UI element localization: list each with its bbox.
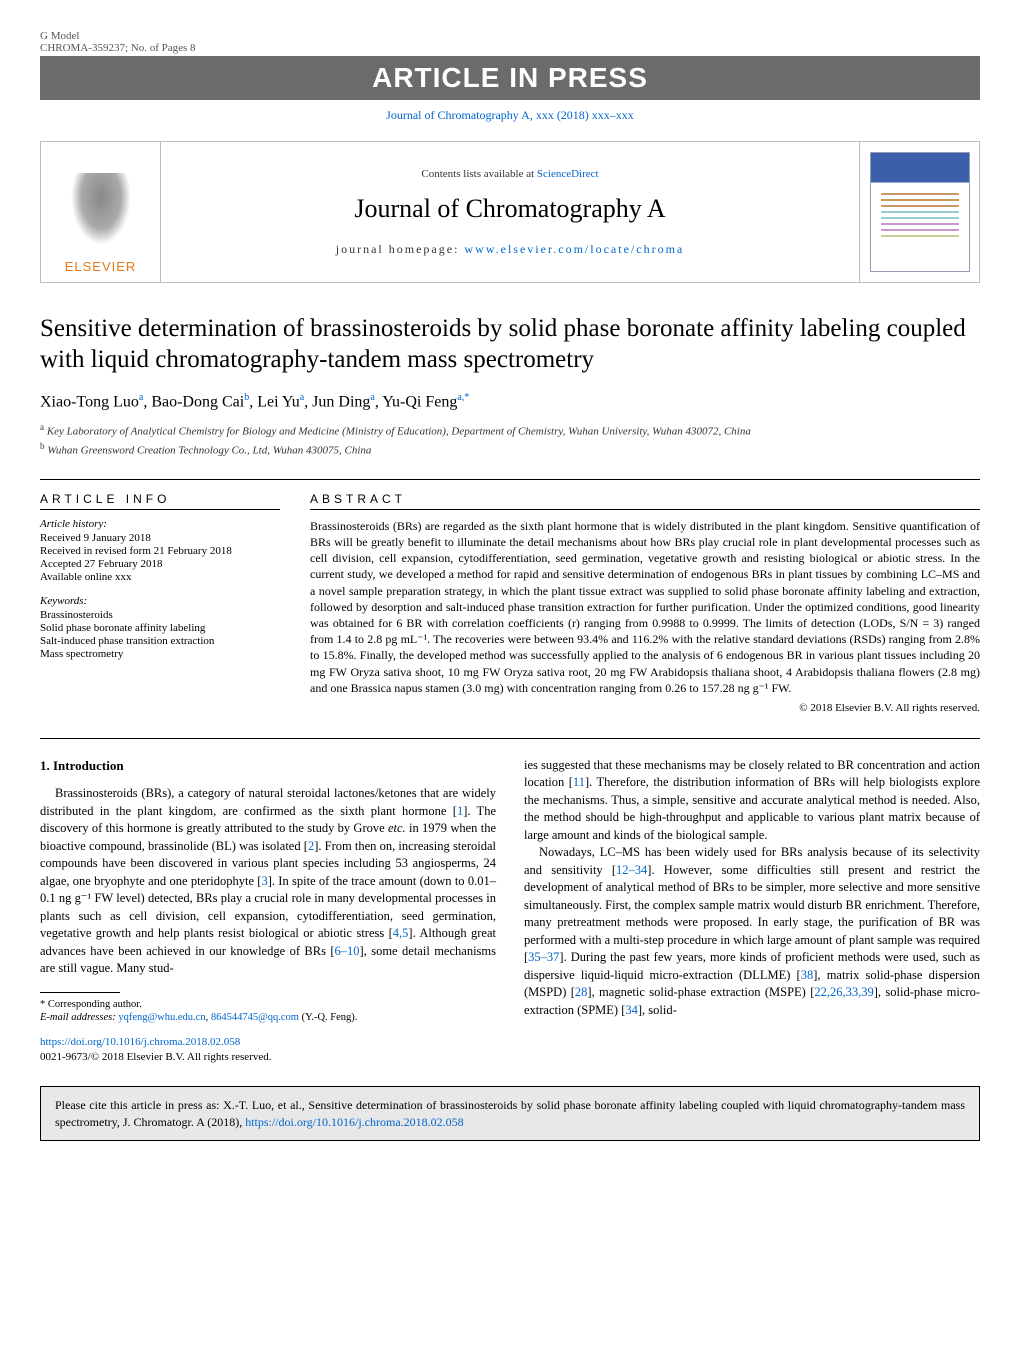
ref-link[interactable]: 34 (625, 1003, 638, 1017)
affil-b: Wuhan Greensword Creation Technology Co.… (47, 445, 371, 457)
ref-link[interactable]: 11 (573, 775, 585, 789)
article-title: Sensitive determination of brassinostero… (40, 313, 980, 376)
doi-block: https://doi.org/10.1016/j.chroma.2018.02… (40, 1035, 496, 1066)
section-1-title: 1. Introduction (40, 757, 496, 775)
ref-link[interactable]: 1 (457, 804, 463, 818)
journal-issue-link: Journal of Chromatography A, xxx (2018) … (40, 108, 980, 123)
history-label: Article history: (40, 518, 280, 530)
gmodel-label: G Model (40, 30, 196, 42)
journal-masthead-center: Contents lists available at ScienceDirec… (161, 158, 859, 267)
footnote-separator (40, 992, 120, 993)
ref-link[interactable]: 38 (801, 968, 814, 982)
intro-para-cont: ies suggested that these mechanisms may … (524, 757, 980, 845)
info-abstract-row: ARTICLE INFO Article history: Received 9… (40, 479, 980, 714)
corr-sup: * (464, 392, 469, 403)
ref-link[interactable]: 12–34 (616, 863, 647, 877)
citation-box: Please cite this article in press as: X.… (40, 1086, 980, 1142)
authors: Xiao-Tong Luoa, Bao-Dong Caib, Lei Yua, … (40, 392, 980, 411)
ref-link[interactable]: 3 (261, 874, 267, 888)
homepage-link[interactable]: www.elsevier.com/locate/chroma (464, 242, 684, 256)
intro-para-2: Nowadays, LC–MS has been widely used for… (524, 844, 980, 1019)
elsevier-logo-box: ELSEVIER (41, 142, 161, 282)
keyword: Salt-induced phase transition extraction (40, 635, 280, 647)
email-link[interactable]: yqfeng@whu.edu.cn (118, 1012, 205, 1023)
contents-available: Contents lists available at ScienceDirec… (181, 168, 839, 180)
journal-title: Journal of Chromatography A (181, 194, 839, 224)
citation-doi-link[interactable]: https://doi.org/10.1016/j.chroma.2018.02… (245, 1115, 463, 1129)
sciencedirect-link[interactable]: ScienceDirect (537, 168, 599, 180)
article-info: ARTICLE INFO Article history: Received 9… (40, 492, 280, 714)
article-info-head: ARTICLE INFO (40, 492, 280, 510)
abstract-head: ABSTRACT (310, 492, 980, 510)
affil-sup: a (370, 392, 374, 403)
ref-link[interactable]: 4,5 (393, 926, 409, 940)
history-online: Available online xxx (40, 571, 280, 583)
history-received: Received 9 January 2018 (40, 532, 280, 544)
body-columns: 1. Introduction Brassinosteroids (BRs), … (40, 757, 980, 1066)
journal-cover-box (859, 142, 979, 282)
history-revised: Received in revised form 21 February 201… (40, 545, 280, 557)
divider (40, 738, 980, 739)
email-author: (Y.-Q. Feng). (299, 1012, 357, 1023)
affil-sup: a (300, 392, 304, 403)
column-left: 1. Introduction Brassinosteroids (BRs), … (40, 757, 496, 1066)
abstract-text: Brassinosteroids (BRs) are regarded as t… (310, 518, 980, 696)
ref-link[interactable]: 6–10 (335, 944, 360, 958)
history-accepted: Accepted 27 February 2018 (40, 558, 280, 570)
corr-label: * Corresponding author. (40, 998, 496, 1012)
intro-para-1: Brassinosteroids (BRs), a category of na… (40, 785, 496, 978)
affil-a: Key Laboratory of Analytical Chemistry f… (47, 425, 751, 437)
press-banner: ARTICLE IN PRESS (40, 56, 980, 100)
corr-emails: E-mail addresses: yqfeng@whu.edu.cn, 864… (40, 1011, 496, 1025)
keyword: Brassinosteroids (40, 609, 280, 621)
affiliations: a Key Laboratory of Analytical Chemistry… (40, 421, 980, 459)
ref-link[interactable]: 22,26,33,39 (814, 985, 873, 999)
journal-issue-link-anchor[interactable]: Journal of Chromatography A, xxx (2018) … (386, 108, 634, 122)
journal-masthead: ELSEVIER Contents lists available at Sci… (40, 141, 980, 283)
ref-link[interactable]: 28 (575, 985, 588, 999)
corresponding-footnote: * Corresponding author. E-mail addresses… (40, 998, 496, 1025)
keyword: Mass spectrometry (40, 648, 280, 660)
email-link[interactable]: 864544745@qq.com (211, 1012, 299, 1023)
abstract: ABSTRACT Brassinosteroids (BRs) are rega… (310, 492, 980, 714)
contents-label: Contents lists available at (421, 168, 536, 180)
email-label: E-mail addresses: (40, 1012, 118, 1023)
citation-text: Please cite this article in press as: X.… (55, 1098, 965, 1129)
keyword: Solid phase boronate affinity labeling (40, 622, 280, 634)
doi-link[interactable]: https://doi.org/10.1016/j.chroma.2018.02… (40, 1036, 240, 1048)
issn-copyright: 0021-9673/© 2018 Elsevier B.V. All right… (40, 1050, 496, 1065)
journal-cover-thumb (870, 152, 970, 272)
elsevier-tree-icon (66, 173, 136, 253)
elsevier-label: ELSEVIER (65, 259, 137, 274)
column-right: ies suggested that these mechanisms may … (524, 757, 980, 1066)
ref-link[interactable]: 35–37 (528, 950, 559, 964)
abstract-copyright: © 2018 Elsevier B.V. All rights reserved… (310, 702, 980, 714)
journal-homepage: journal homepage: www.elsevier.com/locat… (181, 242, 839, 257)
keywords-label: Keywords: (40, 595, 280, 607)
header-meta: G Model CHROMA-359237; No. of Pages 8 (40, 30, 980, 54)
ref-link[interactable]: 2 (308, 839, 314, 853)
article-refid: CHROMA-359237; No. of Pages 8 (40, 42, 196, 54)
homepage-label: journal homepage: (336, 242, 465, 256)
affil-sup: b (244, 392, 249, 403)
affil-sup: a (139, 392, 143, 403)
